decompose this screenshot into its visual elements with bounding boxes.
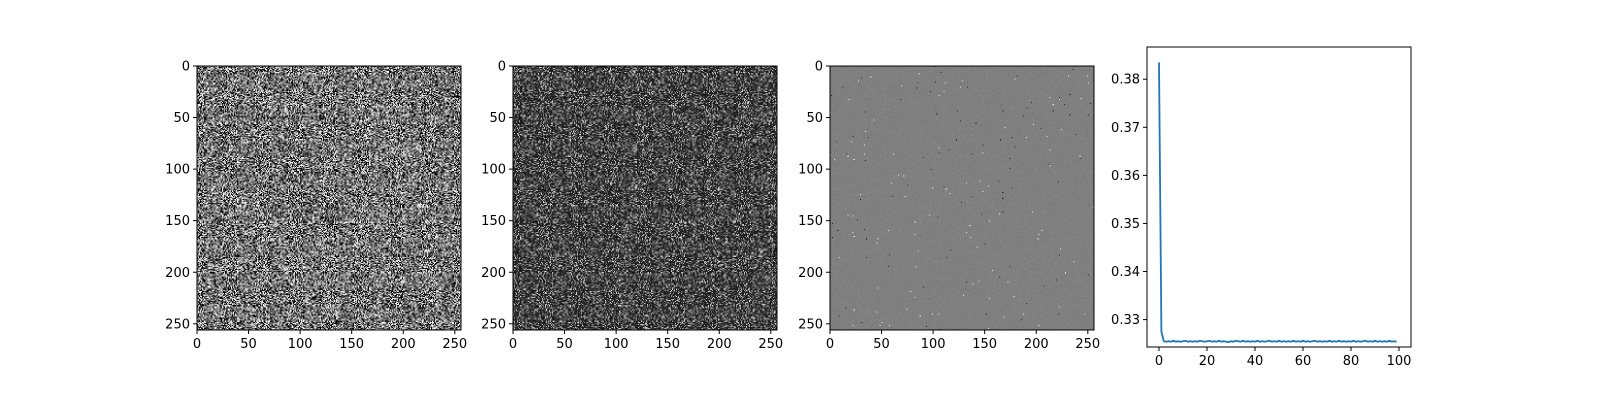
y-tick-label: 100 bbox=[798, 163, 823, 178]
y-tick-label: 100 bbox=[481, 163, 506, 178]
y-tick-label: 0.36 bbox=[1111, 169, 1140, 184]
x-tick-label: 50 bbox=[240, 337, 257, 352]
x-tick-label: 200 bbox=[1024, 337, 1049, 352]
x-tick-label: 250 bbox=[442, 337, 467, 352]
y-tick-label: 250 bbox=[481, 317, 506, 332]
y-tick-label: 0.34 bbox=[1111, 265, 1140, 280]
x-tick-label: 200 bbox=[391, 337, 416, 352]
x-tick-label: 50 bbox=[556, 337, 573, 352]
x-tick-label: 40 bbox=[1247, 354, 1264, 369]
y-tick-label: 0.33 bbox=[1111, 313, 1140, 328]
y-tick-label: 150 bbox=[481, 214, 506, 229]
x-tick-label: 150 bbox=[339, 337, 364, 352]
y-tick-label: 0.35 bbox=[1111, 217, 1140, 232]
y-tick-label: 0.38 bbox=[1111, 73, 1140, 88]
y-tick-label: 150 bbox=[798, 214, 823, 229]
x-tick-label: 80 bbox=[1343, 354, 1360, 369]
x-tick-label: 100 bbox=[288, 337, 313, 352]
y-tick-label: 200 bbox=[481, 266, 506, 281]
x-tick-label: 100 bbox=[921, 337, 946, 352]
axes-frame bbox=[1146, 46, 1412, 348]
y-tick-label: 0 bbox=[182, 60, 190, 75]
y-tick-label: 200 bbox=[165, 266, 190, 281]
x-tick-label: 250 bbox=[1075, 337, 1100, 352]
x-tick-label: 150 bbox=[655, 337, 680, 352]
y-tick-label: 150 bbox=[165, 214, 190, 229]
x-tick-label: 100 bbox=[1387, 354, 1412, 369]
y-tick-label: 200 bbox=[798, 266, 823, 281]
heatmap-image bbox=[513, 66, 777, 330]
x-tick-label: 0 bbox=[193, 337, 201, 352]
loss-line bbox=[1158, 62, 1397, 344]
y-tick-label: 0 bbox=[815, 60, 823, 75]
x-tick-label: 50 bbox=[873, 337, 890, 352]
x-tick-label: 250 bbox=[758, 337, 783, 352]
heatmap-image bbox=[197, 66, 461, 330]
x-tick-label: 150 bbox=[972, 337, 997, 352]
x-tick-label: 20 bbox=[1199, 354, 1216, 369]
x-tick-label: 100 bbox=[604, 337, 629, 352]
y-tick-label: 50 bbox=[489, 111, 506, 126]
x-tick-label: 0 bbox=[826, 337, 834, 352]
x-tick-label: 200 bbox=[707, 337, 732, 352]
axes-frame bbox=[512, 65, 778, 331]
subplot-loss-curve: 0 20 40 60 80 100 0.33 0.34 0.35 0.36 0.37 0.38 bbox=[1111, 46, 1412, 369]
y-tick-label: 0.37 bbox=[1111, 121, 1140, 136]
x-tick-label: 0 bbox=[509, 337, 517, 352]
axes-frame bbox=[196, 65, 462, 331]
heatmap-image bbox=[830, 66, 1094, 330]
y-tick-label: 0 bbox=[498, 60, 506, 75]
y-tick-label: 50 bbox=[173, 111, 190, 126]
y-tick-label: 100 bbox=[165, 163, 190, 178]
x-tick-label: 0 bbox=[1155, 354, 1163, 369]
y-tick-label: 50 bbox=[806, 111, 823, 126]
y-tick-label: 250 bbox=[165, 317, 190, 332]
axes-frame bbox=[829, 65, 1095, 331]
x-tick-label: 60 bbox=[1295, 354, 1312, 369]
y-tick-label: 250 bbox=[798, 317, 823, 332]
